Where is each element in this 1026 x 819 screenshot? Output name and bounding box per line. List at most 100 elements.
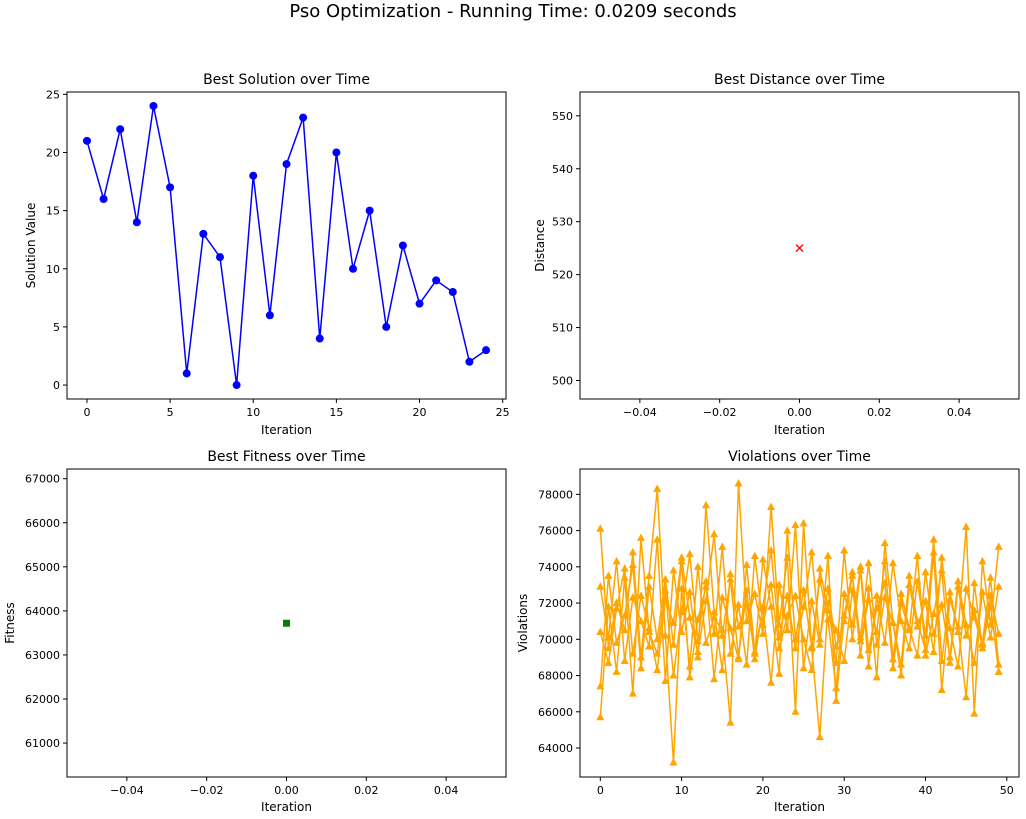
data-point — [758, 629, 767, 637]
data-point — [636, 616, 645, 625]
data-point — [693, 562, 702, 570]
data-point — [628, 547, 637, 556]
y-tick-label: 0 — [53, 379, 60, 392]
data-point — [415, 299, 424, 308]
data-point — [880, 593, 889, 601]
data-point — [758, 602, 767, 610]
data-point — [685, 672, 694, 681]
data-point — [653, 535, 662, 543]
data-point — [799, 634, 808, 643]
data-point — [612, 638, 621, 646]
series-line — [86, 105, 487, 386]
data-point — [929, 629, 938, 637]
data-point — [661, 594, 670, 603]
data-point — [116, 125, 125, 134]
data-point — [726, 569, 735, 578]
data-point — [620, 564, 629, 572]
data-point — [791, 520, 800, 529]
data-point — [596, 627, 605, 636]
data-point — [767, 602, 776, 610]
y-tick-label: 66000 — [538, 706, 573, 719]
data-point — [994, 660, 1003, 668]
data-point — [815, 640, 824, 648]
data-point — [182, 369, 191, 378]
plot-frame — [579, 91, 1020, 400]
y-tick-label: 76000 — [538, 525, 573, 538]
data-point — [710, 629, 719, 637]
data-point — [702, 638, 711, 646]
data-point — [945, 587, 954, 596]
data-point — [215, 253, 224, 262]
data-point — [661, 575, 670, 583]
y-tick-label: 5 — [53, 321, 60, 334]
data-point — [799, 518, 808, 527]
y-tick-label: 72000 — [538, 597, 573, 610]
x-tick-label: 0.00 — [274, 784, 299, 797]
data-point — [315, 334, 324, 343]
data-point — [710, 529, 719, 538]
data-point — [612, 667, 621, 675]
data-point — [775, 643, 784, 652]
x-tick-label: 20 — [413, 406, 427, 419]
y-axis-label: Fitness — [3, 602, 17, 644]
data-point — [864, 661, 873, 670]
data-point — [734, 652, 743, 661]
y-tick-label: 65000 — [25, 561, 60, 574]
data-point — [913, 551, 922, 559]
data-point — [937, 553, 946, 561]
data-point — [742, 660, 751, 668]
data-point — [929, 535, 938, 543]
x-tick-label: 50 — [1000, 784, 1014, 797]
data-point — [783, 526, 792, 534]
data-point — [897, 589, 906, 598]
data-point — [815, 564, 824, 572]
y-tick-label: 62000 — [25, 693, 60, 706]
data-point — [669, 618, 678, 626]
data-point — [856, 651, 865, 659]
data-point — [718, 631, 727, 639]
data-point — [726, 575, 735, 583]
x-tick-label: 10 — [246, 406, 260, 419]
data-point — [864, 558, 873, 567]
x-tick-label: −0.02 — [190, 784, 224, 797]
y-tick-label: 64000 — [538, 742, 573, 755]
data-point — [872, 640, 881, 648]
series-line — [599, 534, 1000, 671]
data-point — [823, 605, 832, 614]
y-tick-label: 10 — [46, 263, 60, 276]
data-point — [795, 244, 804, 253]
data-point — [645, 582, 654, 590]
data-point — [758, 555, 767, 563]
data-point — [783, 625, 792, 634]
y-tick-label: 63000 — [25, 649, 60, 662]
data-point — [596, 524, 605, 532]
data-point — [82, 136, 91, 145]
data-point — [726, 649, 735, 657]
data-point — [945, 652, 954, 661]
data-point — [693, 614, 702, 623]
data-point — [767, 678, 776, 686]
data-point — [840, 656, 849, 665]
y-tick-label: 70000 — [538, 633, 573, 646]
chart-best-solution: Best Solution over Time Iteration Soluti… — [24, 72, 510, 437]
data-point — [750, 551, 759, 559]
chart-best-distance: Best Distance over Time Iteration Distan… — [533, 72, 1020, 437]
data-point — [382, 322, 391, 331]
data-point — [921, 567, 930, 576]
data-point — [840, 589, 849, 598]
y-tick-label: 64000 — [25, 605, 60, 618]
data-point — [604, 571, 613, 579]
data-point — [775, 632, 784, 641]
data-point — [299, 113, 308, 122]
chart-violations: Violations over Time Iteration Violation… — [516, 449, 1020, 814]
data-point — [612, 604, 621, 612]
data-point — [685, 613, 694, 621]
series-line — [599, 546, 1000, 687]
data-point — [693, 647, 702, 655]
data-point — [669, 640, 678, 648]
plot-frame — [579, 468, 1020, 778]
series-1 — [795, 244, 804, 253]
data-point — [628, 649, 637, 657]
data-point — [767, 502, 776, 511]
